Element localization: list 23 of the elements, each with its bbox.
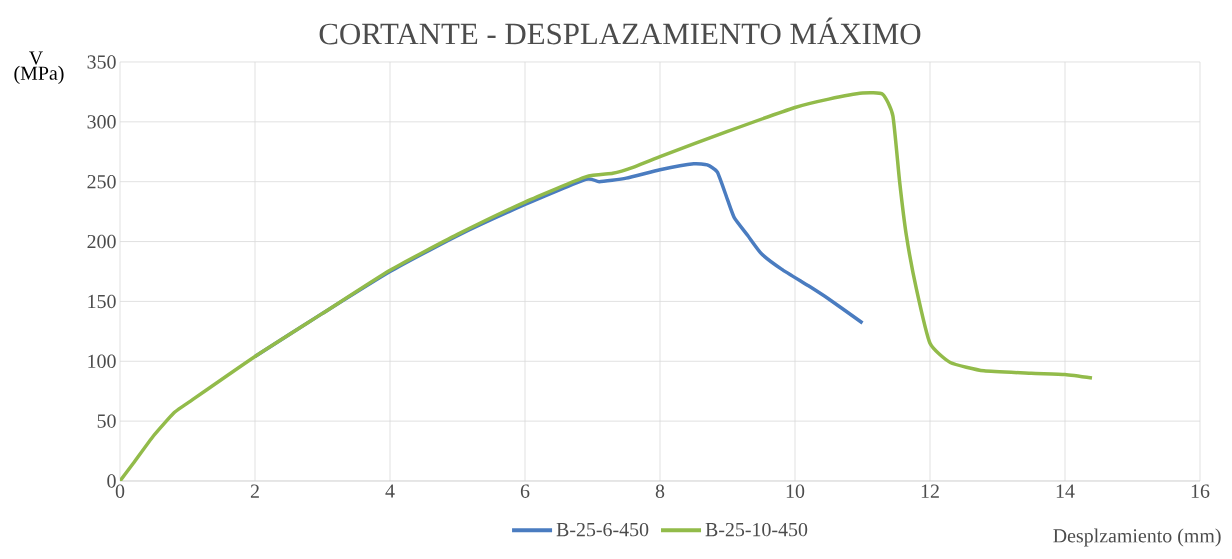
y-tick-label: 0 — [107, 474, 116, 488]
x-tick-label: 6 — [520, 484, 530, 498]
y-tick-label: 150 — [88, 294, 116, 309]
x-tick-label: 14 — [1056, 484, 1075, 498]
x-tick-label: 10 — [786, 484, 805, 498]
line-series — [120, 91, 1094, 481]
y-axis-title: V (MPa) — [14, 51, 64, 84]
x-tick-label: 8 — [655, 484, 665, 498]
x-tick-label: 0 — [115, 484, 125, 498]
y-tick-label: 300 — [87, 115, 116, 129]
y-tick-label: 350 — [87, 55, 116, 69]
y-tick-label: 100 — [88, 354, 116, 368]
x-tick-label: 2 — [250, 484, 259, 498]
chart-title: CORTANTE - DESPLAZAMIENTO MÁXIMO — [319, 17, 921, 45]
x-tick-label: 4 — [385, 484, 395, 498]
x-tick-label: 16 — [1191, 484, 1210, 498]
legend-label: B-25-10-450 — [705, 522, 808, 537]
y-tick-label: 200 — [87, 234, 116, 249]
y-tick-label: 50 — [97, 414, 116, 428]
y-tick-label: 250 — [87, 174, 116, 189]
x-axis-title: Desplzamiento (mm) — [1053, 528, 1221, 547]
legend-label: B-25-6-450 — [556, 522, 649, 537]
x-tick-label: 12 — [921, 484, 939, 498]
